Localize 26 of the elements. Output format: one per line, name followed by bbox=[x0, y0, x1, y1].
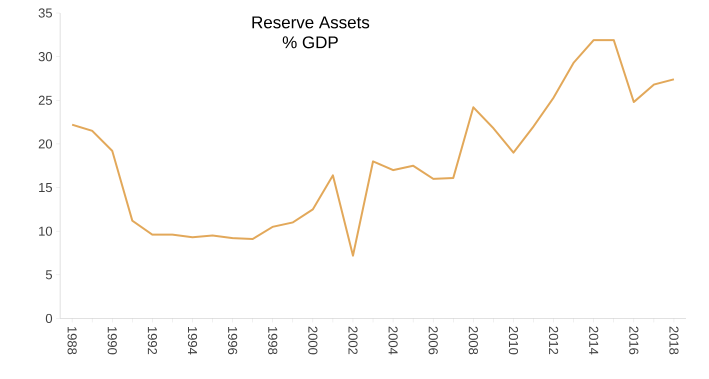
x-tick-label: 1994 bbox=[188, 327, 198, 355]
y-tick-label: 15 bbox=[39, 183, 52, 192]
x-tick-label: 2002 bbox=[348, 326, 358, 354]
x-tick-label: 2010 bbox=[508, 326, 518, 355]
x-tick-label: 1990 bbox=[108, 327, 117, 355]
x-tick-label: 2004 bbox=[388, 326, 398, 355]
x-tick-label: 1996 bbox=[228, 327, 238, 354]
x-tick-label: 2014 bbox=[589, 326, 598, 355]
y-tick-label: 0 bbox=[46, 314, 52, 324]
x-tick-label: 1988 bbox=[68, 327, 77, 354]
y-tick-label: 20 bbox=[38, 140, 52, 149]
x-tick-label: 2012 bbox=[548, 326, 558, 354]
x-tick-label: 2006 bbox=[428, 326, 438, 354]
x-tick-label: 2016 bbox=[629, 326, 638, 354]
y-tick-label: 35 bbox=[38, 8, 52, 18]
x-tick-label: 1992 bbox=[148, 327, 157, 354]
y-tick-label: 5 bbox=[46, 270, 52, 280]
chart-title: Reserve Assets bbox=[252, 16, 370, 29]
text: % GDP bbox=[282, 36, 338, 49]
y-tick-label: 10 bbox=[39, 226, 52, 236]
x-tick-label: 2018 bbox=[669, 326, 679, 354]
x-tick-label: 2000 bbox=[308, 326, 318, 355]
x-tick-label: 1998 bbox=[268, 327, 278, 354]
y-tick-label: 25 bbox=[38, 96, 52, 106]
y-tick-label: 30 bbox=[38, 52, 52, 62]
x-tick-label: 2008 bbox=[468, 326, 478, 354]
